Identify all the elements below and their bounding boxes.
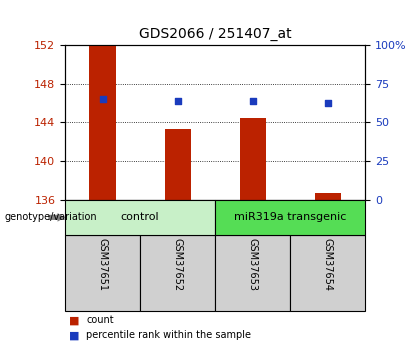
Point xyxy=(174,98,181,104)
Text: ■: ■ xyxy=(69,315,80,325)
Text: GSM37654: GSM37654 xyxy=(323,238,333,292)
Title: GDS2066 / 251407_at: GDS2066 / 251407_at xyxy=(139,27,291,41)
Text: genotype/variation: genotype/variation xyxy=(4,213,97,222)
Point xyxy=(325,100,331,106)
Text: control: control xyxy=(121,213,160,222)
Text: miR319a transgenic: miR319a transgenic xyxy=(234,213,346,222)
Bar xyxy=(240,118,266,200)
Point xyxy=(99,96,106,102)
Text: GSM37651: GSM37651 xyxy=(97,238,108,292)
Text: percentile rank within the sample: percentile rank within the sample xyxy=(86,331,251,340)
Text: GSM37652: GSM37652 xyxy=(173,238,183,292)
Bar xyxy=(89,45,116,200)
Text: GSM37653: GSM37653 xyxy=(248,238,258,292)
Text: count: count xyxy=(86,315,114,325)
Point xyxy=(249,98,256,104)
Bar xyxy=(165,129,191,200)
Text: ■: ■ xyxy=(69,331,80,340)
Bar xyxy=(315,193,341,200)
